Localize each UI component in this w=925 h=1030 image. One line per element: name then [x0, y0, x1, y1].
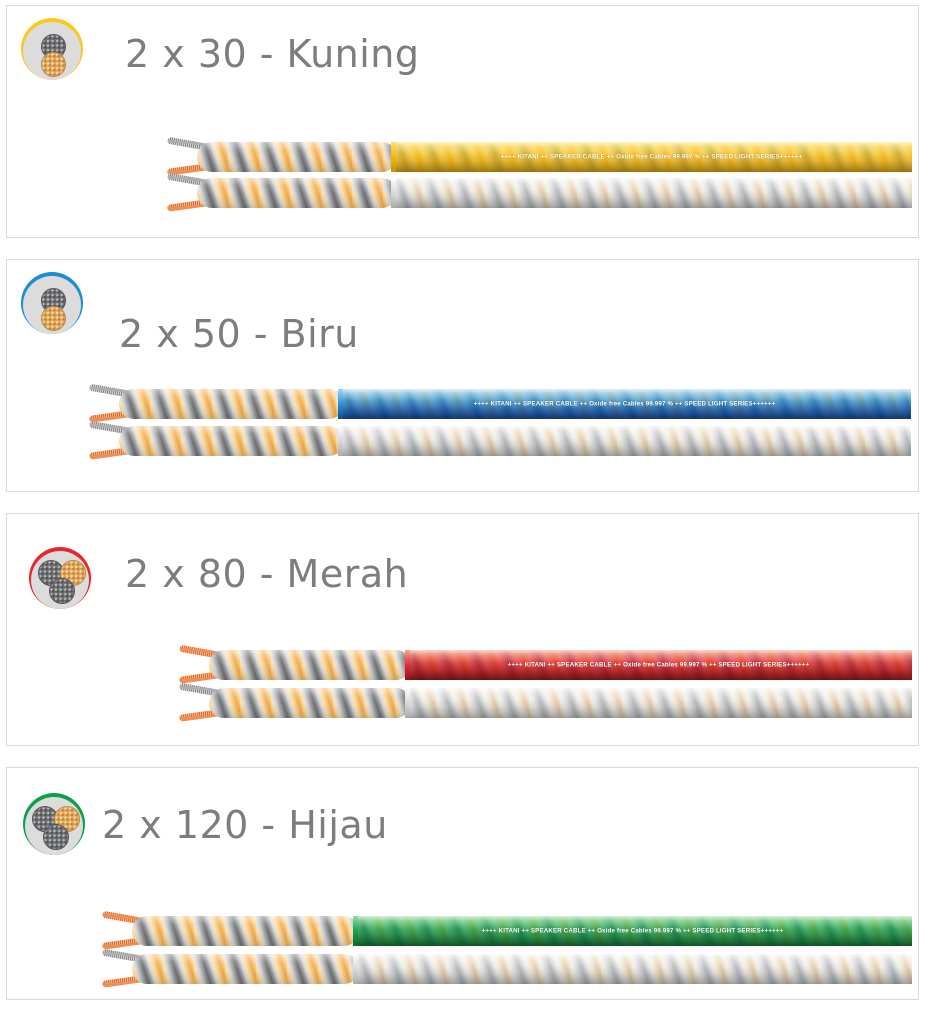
twisted-pair-exposed [209, 650, 411, 680]
strand-bundle-gray-icon [40, 287, 66, 313]
cable-jacket-clear [353, 954, 912, 984]
jacket-endcap [353, 954, 358, 984]
jacket-gloss [391, 178, 912, 208]
jacket-endcap [353, 916, 358, 946]
cable-print-text: ++++ KITANI ++ SPEAKER CABLE ++ Oxide fr… [507, 661, 810, 669]
twisted-pair-exposed [209, 688, 411, 718]
strand-bundle-gray-icon [42, 823, 69, 850]
jacket-gloss [405, 650, 912, 680]
cable-print-text: ++++ KITANI ++ SPEAKER CABLE ++ Oxide fr… [481, 927, 784, 935]
conductor-top: ++++ KITANI ++ SPEAKER CABLE ++ Oxide fr… [101, 910, 912, 950]
panel-title-biru: 2 x 50 - Biru [119, 312, 359, 356]
cross-section-group-merah [29, 547, 119, 609]
jacket-endcap [338, 426, 343, 456]
cross-section-clear-biru [23, 276, 81, 334]
strand-bundle-gray-icon [48, 577, 75, 604]
conductor-top: ++++ KITANI ++ SPEAKER CABLE ++ Oxide fr… [166, 136, 912, 176]
cable-jacket-colored: ++++ KITANI ++ SPEAKER CABLE ++ Oxide fr… [391, 142, 912, 172]
twisted-pair-exposed [119, 426, 344, 456]
cable-jacket-colored: ++++ KITANI ++ SPEAKER CABLE ++ Oxide fr… [353, 916, 912, 946]
cross-section-clear-hijau [25, 797, 83, 855]
twisted-pair-exposed [197, 142, 397, 172]
cable-jacket-clear [391, 178, 912, 208]
conductor-top: ++++ KITANI ++ SPEAKER CABLE ++ Oxide fr… [88, 383, 911, 423]
conductor-bottom [166, 172, 912, 212]
jacket-gloss [353, 954, 912, 984]
conductor-bottom [101, 948, 912, 988]
product-panel-kuning[interactable]: 2 x 30 - Kuning ++++ KITANI ++ SPEAKER C… [6, 5, 919, 238]
cable-jacket-clear [338, 426, 911, 456]
cable-print-text: ++++ KITANI ++ SPEAKER CABLE ++ Oxide fr… [500, 153, 803, 161]
cable-print-text: ++++ KITANI ++ SPEAKER CABLE ++ Oxide fr… [473, 400, 776, 408]
jacket-endcap [391, 178, 396, 208]
cross-section-group-kuning [21, 18, 111, 80]
cross-section-clear-kuning [23, 22, 81, 80]
jacket-gloss [391, 142, 912, 172]
jacket-gloss [338, 426, 911, 456]
cross-section-group-biru [21, 272, 111, 334]
product-panel-hijau[interactable]: 2 x 120 - Hijau ++++ KITANI ++ SPEAKER C… [6, 767, 919, 1000]
cable-jacket-colored: ++++ KITANI ++ SPEAKER CABLE ++ Oxide fr… [338, 389, 911, 419]
twisted-pair-exposed [119, 389, 344, 419]
jacket-endcap [405, 688, 410, 718]
conductor-bottom [88, 420, 911, 460]
twisted-pair-exposed [197, 178, 397, 208]
strand-bundle-copper-icon [40, 306, 66, 332]
conductor-top: ++++ KITANI ++ SPEAKER CABLE ++ Oxide fr… [178, 644, 912, 684]
jacket-endcap [338, 389, 343, 419]
cable-jacket-colored: ++++ KITANI ++ SPEAKER CABLE ++ Oxide fr… [405, 650, 912, 680]
jacket-gloss [405, 688, 912, 718]
cable-jacket-clear [405, 688, 912, 718]
strand-bundle-copper-icon [40, 52, 66, 78]
panel-title-hijau: 2 x 120 - Hijau [102, 803, 388, 847]
twisted-pair-exposed [132, 916, 359, 946]
panel-title-kuning: 2 x 30 - Kuning [125, 32, 420, 76]
jacket-gloss [338, 389, 911, 419]
twisted-pair-exposed [132, 954, 359, 984]
panel-title-merah: 2 x 80 - Merah [125, 552, 409, 596]
cross-section-clear-merah [31, 551, 89, 609]
jacket-gloss [353, 916, 912, 946]
jacket-endcap [405, 650, 410, 680]
product-panel-biru[interactable]: 2 x 50 - Biru ++++ KITANI ++ SPEAKER CAB… [6, 259, 919, 492]
jacket-endcap [391, 142, 396, 172]
cross-section-group-hijau [23, 793, 113, 855]
product-panel-merah[interactable]: 2 x 80 - Merah ++++ KITANI ++ SPEAKER CA… [6, 513, 919, 746]
conductor-bottom [178, 682, 912, 722]
